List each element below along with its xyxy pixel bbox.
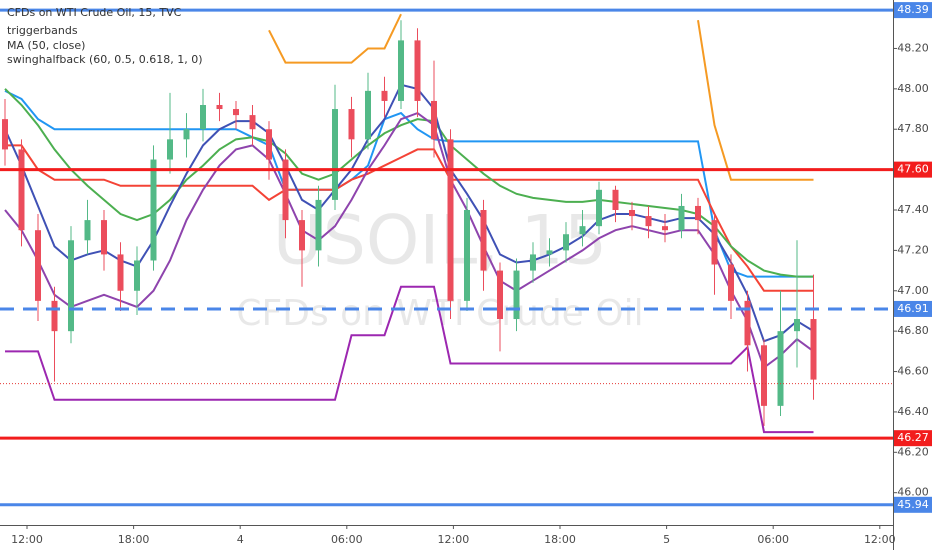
legend-item: triggerbands [7, 24, 78, 37]
candle-body [596, 189, 602, 227]
candle-body [183, 129, 190, 140]
x-tick-label: 06:00 [331, 533, 363, 546]
candle-body [612, 189, 619, 210]
y-tick-label: 46.00 [897, 486, 929, 499]
y-tick-label: 46.60 [897, 365, 929, 378]
candle-body [266, 129, 272, 160]
candle-body [464, 210, 470, 301]
candle-body [150, 159, 157, 261]
candle-body [398, 40, 404, 101]
y-tick-label: 46.80 [897, 324, 929, 337]
candle-body [546, 250, 553, 255]
y-tick-label: 46.20 [897, 445, 929, 458]
candle-body [332, 109, 338, 200]
candle-body [579, 226, 586, 235]
candle-body [51, 300, 58, 332]
candle-body [365, 90, 371, 140]
price-level-label: 46.27 [897, 431, 929, 444]
price-level-label: 47.60 [897, 163, 929, 176]
indicator-line [268, 13, 402, 64]
price-level-box [894, 2, 932, 19]
candle-body [530, 254, 536, 271]
price-level-label: 48.39 [897, 3, 929, 16]
legend-title: CFDs on WTI Crude Oil, 15, TVC [7, 6, 182, 19]
candle-body [513, 270, 520, 320]
candle-body [728, 264, 734, 301]
x-tick-label: 18:00 [544, 533, 576, 546]
candle-body [662, 226, 668, 231]
candle-body [68, 240, 74, 332]
y-tick-label: 46.40 [897, 405, 929, 418]
axes: 46.00 46.20 46.40 46.60 46.80 47.00 47.20 47.40… [11, 2, 932, 546]
x-tick-label: 06:00 [757, 533, 789, 546]
candle-body [678, 205, 685, 231]
indicator-line [5, 285, 814, 434]
candle-body [134, 260, 140, 291]
candle-body [216, 105, 223, 110]
price-level-box [894, 496, 932, 513]
price-level-box [894, 161, 932, 178]
y-tick-label: 48.20 [897, 41, 929, 54]
candle-body [233, 109, 239, 116]
x-tick-label: 12:00 [11, 533, 43, 546]
plot-area [0, 8, 893, 507]
candle-body [381, 90, 388, 101]
candle-body [117, 254, 124, 291]
candle-body [480, 210, 487, 271]
candle-body [35, 230, 41, 301]
indicator-line [4, 111, 815, 370]
candle-body [794, 319, 800, 332]
legend: CFDs on WTI Crude Oil, 15, TVC triggerba… [7, 6, 203, 66]
price-level-label: 46.91 [897, 302, 929, 315]
x-tick-label: 12:00 [438, 533, 470, 546]
watermark-symbol: USOIL, 15 [273, 202, 607, 281]
candle-body [299, 220, 305, 251]
candle-body [282, 159, 289, 221]
y-tick-label: 47.00 [897, 284, 929, 297]
candle-body [629, 210, 635, 217]
candle-body [695, 205, 701, 221]
candle-body [563, 234, 569, 251]
candle-body [167, 139, 173, 160]
legend-item: MA (50, close) [7, 39, 85, 52]
candle-body [744, 300, 751, 346]
x-tick-label: 5 [663, 533, 670, 546]
candle-body [497, 270, 503, 320]
candle-body [348, 109, 355, 140]
price-level-box [894, 430, 932, 447]
candle-body [711, 220, 718, 265]
candle-body [777, 331, 784, 406]
candle-body [447, 139, 454, 301]
candle-body [761, 345, 767, 406]
candle-body [200, 105, 206, 130]
y-tick-label: 47.20 [897, 243, 929, 256]
y-tick-label: 48.00 [897, 82, 929, 95]
x-tick-label: 12:00 [864, 533, 896, 546]
candle-body [414, 40, 421, 101]
candle-body [18, 149, 25, 231]
price-level-box [894, 300, 932, 317]
candle-body [810, 319, 817, 380]
candle-body [645, 216, 652, 227]
candle-body [101, 220, 107, 255]
candle-body [2, 119, 8, 150]
indicator-line [697, 20, 814, 181]
y-tick-label: 47.80 [897, 122, 929, 135]
candle-body [315, 199, 322, 251]
indicator-line [5, 144, 814, 292]
y-tick-label: 47.40 [897, 203, 929, 216]
legend-item: swinghalfback (60, 0.5, 0.618, 1, 0) [7, 53, 203, 66]
x-tick-label: 18:00 [118, 533, 150, 546]
candle-body [431, 100, 437, 140]
x-tick-label: 4 [237, 533, 244, 546]
price-level-label: 45.94 [897, 498, 929, 511]
candle-body [84, 220, 91, 241]
candle-body [249, 115, 256, 130]
